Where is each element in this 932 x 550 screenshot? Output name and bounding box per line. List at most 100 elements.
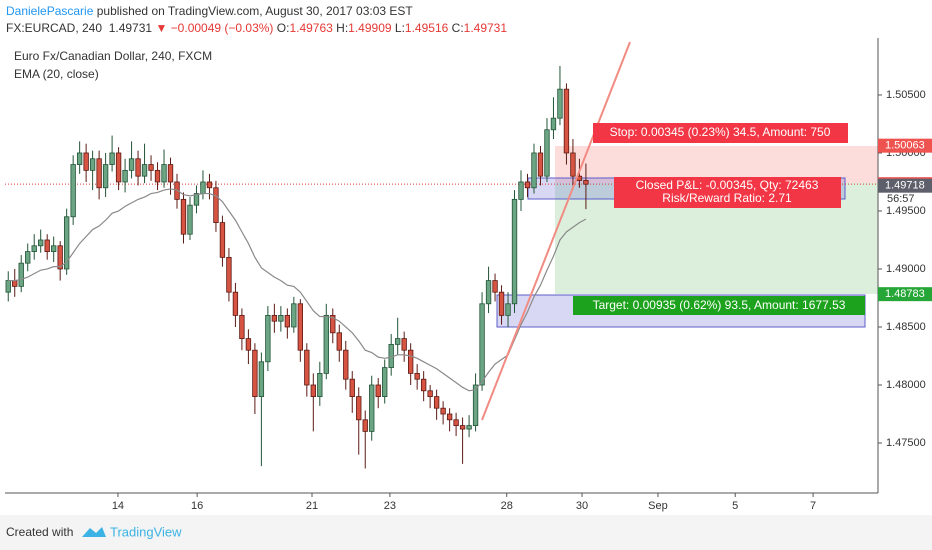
- candle-body: [206, 181, 213, 189]
- y-tick-label: 1.47500: [886, 437, 926, 449]
- x-tick-label: Sep: [648, 500, 668, 512]
- pnl-label: Closed P&L: -0.00345, Qty: 72463: [636, 178, 819, 192]
- x-tick-label: 28: [501, 500, 513, 512]
- y-tick-label: 1.49000: [886, 263, 926, 275]
- x-tick-label: 30: [576, 500, 588, 512]
- price-tag: [878, 178, 932, 193]
- candle-body: [57, 245, 63, 270]
- candle-body: [70, 164, 76, 218]
- candle-body: [537, 152, 544, 177]
- ohlc-label: O:: [276, 21, 290, 35]
- candle-body: [38, 239, 44, 247]
- x-tick-label: 16: [191, 500, 203, 512]
- candle-body: [563, 88, 570, 154]
- candle-body: [492, 280, 498, 293]
- candle-body: [278, 314, 284, 322]
- candle-body: [336, 332, 342, 351]
- candle-body: [369, 384, 375, 432]
- ohlc-label: H:: [336, 21, 349, 35]
- candle-body: [375, 384, 381, 397]
- price-tag-label: 1.48783: [885, 288, 925, 300]
- header-line: DanielePascarie published on TradingView…: [6, 3, 507, 20]
- x-tick-label: 21: [306, 500, 318, 512]
- ohlc-label: C:: [451, 21, 464, 35]
- ohlc-value: 1.49516: [404, 21, 449, 35]
- candle-body: [310, 384, 316, 397]
- candle-body: [271, 314, 278, 322]
- candle-body: [472, 384, 479, 426]
- footer-brand[interactable]: TradingView: [110, 524, 182, 539]
- stop-label: Stop: 0.00345 (0.23%) 34.5, Amount: 750: [610, 125, 831, 139]
- candle-body: [83, 152, 89, 171]
- candle-body: [550, 117, 557, 131]
- candle-body: [446, 413, 453, 421]
- candle-body: [193, 193, 200, 206]
- candle-body: [200, 181, 206, 194]
- author[interactable]: DanielePascarie: [6, 4, 94, 18]
- candle-body: [323, 314, 329, 374]
- candle-body: [12, 280, 18, 287]
- candle-body: [265, 314, 271, 363]
- footer-text: Created with: [6, 525, 73, 539]
- candle-body: [187, 204, 193, 235]
- candle-body: [479, 303, 485, 386]
- candle-body: [524, 181, 531, 189]
- y-tick-label: 1.50500: [886, 89, 926, 101]
- legend-title: Euro Fx/Canadian Dollar, 240, FXCM: [14, 49, 212, 63]
- candle-body: [232, 291, 239, 316]
- candle-body: [420, 378, 427, 392]
- candle-body: [122, 169, 128, 183]
- candle-body: [583, 180, 589, 185]
- y-tick-label: 1.48500: [886, 321, 926, 333]
- candle-body: [245, 338, 252, 351]
- candle-body: [343, 349, 349, 380]
- candle-body: [51, 245, 57, 252]
- header: DanielePascarie published on TradingView…: [6, 3, 507, 37]
- candle-body: [25, 251, 31, 264]
- candle-body: [317, 372, 323, 397]
- candle-body: [557, 88, 563, 119]
- price-tag-label: 1.50063: [885, 140, 925, 152]
- candle-body: [466, 425, 472, 430]
- candle-body: [531, 152, 537, 189]
- published: published on TradingView.com, August 30,…: [96, 4, 413, 18]
- candle-body: [76, 152, 83, 165]
- candle-body: [109, 152, 115, 165]
- candle-body: [427, 390, 433, 397]
- legend-indicator: EMA (20, close): [14, 67, 99, 81]
- candle-body: [180, 198, 187, 235]
- y-tick-label: 1.48000: [886, 379, 926, 391]
- candle-body: [498, 291, 505, 316]
- x-tick-label: 23: [384, 500, 396, 512]
- arrow: ▼: [155, 21, 168, 35]
- candle-body: [544, 129, 550, 177]
- last-price: 1.49731: [108, 21, 153, 35]
- price-tag: [878, 138, 932, 153]
- candle-body: [407, 349, 414, 374]
- stop-label-box: [593, 123, 848, 143]
- pnl-label-box: [614, 177, 841, 208]
- y-tick-label: 1.49500: [886, 205, 926, 217]
- candle-body: [102, 164, 109, 189]
- candle-body: [89, 158, 96, 171]
- candle-body: [128, 158, 135, 171]
- logo: [82, 527, 106, 537]
- ema-line: [8, 188, 587, 392]
- candle-body: [518, 181, 524, 200]
- candle-body: [148, 164, 154, 171]
- header-line: FX:EURCAD, 240 1.49731 ▼ −0.00049 (−0.03…: [6, 20, 507, 37]
- candle-body: [362, 419, 368, 432]
- candle-body: [505, 303, 511, 316]
- x-tick-label: 5: [732, 500, 738, 512]
- candle-body: [161, 164, 167, 183]
- candle-body: [44, 239, 50, 252]
- candle-body: [141, 164, 148, 177]
- candle-body: [167, 164, 174, 183]
- candle-body: [570, 152, 576, 177]
- candle-body: [252, 349, 258, 397]
- candle-body: [213, 187, 219, 223]
- candle-body: [433, 396, 440, 409]
- ratio-label: Risk/Reward Ratio: 2.71: [662, 191, 792, 205]
